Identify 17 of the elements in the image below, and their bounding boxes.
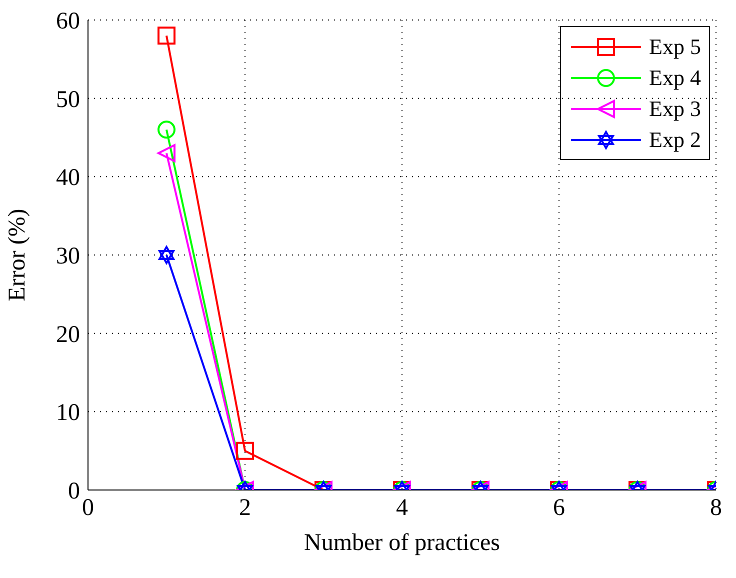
legend-label: Exp 2: [649, 126, 701, 152]
y-tick-label: 50: [56, 86, 80, 113]
y-tick-label: 40: [56, 165, 80, 192]
x-tick-label: 6: [553, 495, 565, 522]
x-tick-label: 4: [396, 495, 408, 522]
y-tick-label: 20: [56, 322, 80, 348]
y-tick-label: 60: [56, 8, 80, 35]
legend-label: Exp 5: [649, 34, 701, 60]
x-axis-title: Number of practices: [304, 530, 500, 556]
y-tick-label: 10: [56, 400, 80, 426]
y-tick-label: 0: [68, 478, 80, 505]
x-tick-label: 8: [710, 495, 722, 522]
y-tick-label: 30: [56, 244, 80, 270]
legend-label: Exp 3: [649, 96, 701, 122]
y-axis-title: Error (%): [4, 208, 31, 302]
legend-label: Exp 4: [649, 64, 701, 90]
x-tick-label: 2: [239, 495, 251, 522]
